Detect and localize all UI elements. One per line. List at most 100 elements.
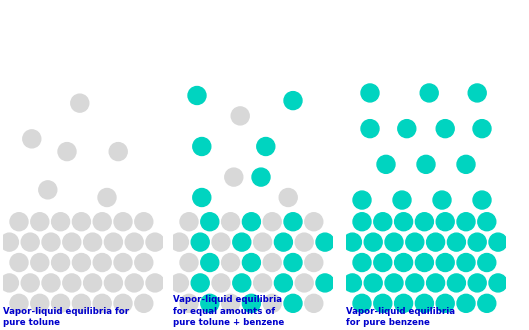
- Ellipse shape: [135, 213, 153, 231]
- Ellipse shape: [52, 294, 70, 312]
- Ellipse shape: [263, 213, 281, 231]
- Ellipse shape: [23, 130, 41, 148]
- Ellipse shape: [316, 274, 334, 292]
- Ellipse shape: [275, 274, 293, 292]
- Ellipse shape: [353, 213, 371, 231]
- Ellipse shape: [31, 253, 49, 272]
- Ellipse shape: [212, 233, 230, 251]
- Ellipse shape: [125, 274, 143, 292]
- Ellipse shape: [191, 274, 209, 292]
- Ellipse shape: [374, 253, 392, 272]
- Ellipse shape: [420, 84, 438, 102]
- Ellipse shape: [395, 294, 413, 312]
- Ellipse shape: [233, 274, 251, 292]
- Ellipse shape: [21, 274, 39, 292]
- Ellipse shape: [263, 253, 281, 272]
- Ellipse shape: [93, 294, 111, 312]
- Ellipse shape: [489, 274, 507, 292]
- Ellipse shape: [222, 294, 240, 312]
- Ellipse shape: [374, 294, 392, 312]
- Ellipse shape: [191, 233, 209, 251]
- Ellipse shape: [426, 274, 444, 292]
- Ellipse shape: [374, 213, 392, 231]
- Ellipse shape: [72, 213, 90, 231]
- Ellipse shape: [21, 233, 39, 251]
- Ellipse shape: [457, 155, 475, 173]
- Ellipse shape: [135, 294, 153, 312]
- Ellipse shape: [135, 253, 153, 272]
- Ellipse shape: [436, 120, 454, 138]
- Ellipse shape: [98, 188, 116, 207]
- Ellipse shape: [364, 274, 382, 292]
- Ellipse shape: [180, 294, 198, 312]
- Ellipse shape: [316, 233, 334, 251]
- Ellipse shape: [180, 253, 198, 272]
- Ellipse shape: [448, 274, 466, 292]
- Ellipse shape: [473, 191, 491, 209]
- Text: Vapor-liquid equilibria for
pure tolune: Vapor-liquid equilibria for pure tolune: [3, 307, 129, 327]
- Ellipse shape: [222, 253, 240, 272]
- Ellipse shape: [457, 213, 475, 231]
- Ellipse shape: [104, 233, 122, 251]
- Ellipse shape: [284, 213, 302, 231]
- Ellipse shape: [406, 233, 424, 251]
- Ellipse shape: [393, 191, 411, 209]
- Ellipse shape: [114, 253, 132, 272]
- Ellipse shape: [275, 233, 293, 251]
- Ellipse shape: [63, 274, 81, 292]
- Ellipse shape: [170, 233, 188, 251]
- Ellipse shape: [406, 274, 424, 292]
- Ellipse shape: [201, 213, 219, 231]
- Ellipse shape: [10, 253, 28, 272]
- Ellipse shape: [180, 213, 198, 231]
- Ellipse shape: [478, 253, 496, 272]
- Ellipse shape: [433, 191, 451, 209]
- Ellipse shape: [415, 213, 433, 231]
- Text: Vapor-liquid equilibria
for pure benzene: Vapor-liquid equilibria for pure benzene: [346, 307, 455, 327]
- Ellipse shape: [284, 92, 302, 110]
- Ellipse shape: [225, 168, 243, 186]
- Ellipse shape: [417, 155, 435, 173]
- Ellipse shape: [478, 294, 496, 312]
- Ellipse shape: [233, 233, 251, 251]
- Ellipse shape: [353, 294, 371, 312]
- Ellipse shape: [201, 294, 219, 312]
- Ellipse shape: [84, 233, 102, 251]
- Ellipse shape: [242, 253, 260, 272]
- Ellipse shape: [343, 233, 361, 251]
- Ellipse shape: [114, 213, 132, 231]
- Ellipse shape: [71, 94, 89, 112]
- Ellipse shape: [295, 274, 313, 292]
- Ellipse shape: [242, 294, 260, 312]
- Ellipse shape: [31, 213, 49, 231]
- Ellipse shape: [170, 274, 188, 292]
- Ellipse shape: [146, 233, 164, 251]
- Ellipse shape: [253, 274, 271, 292]
- Ellipse shape: [63, 233, 81, 251]
- Ellipse shape: [188, 86, 206, 105]
- Ellipse shape: [279, 188, 297, 207]
- Ellipse shape: [305, 213, 323, 231]
- Ellipse shape: [84, 274, 102, 292]
- Ellipse shape: [385, 233, 403, 251]
- Ellipse shape: [72, 294, 90, 312]
- Ellipse shape: [436, 294, 454, 312]
- Ellipse shape: [125, 233, 143, 251]
- Ellipse shape: [295, 233, 313, 251]
- Ellipse shape: [284, 294, 302, 312]
- Ellipse shape: [231, 107, 249, 125]
- Ellipse shape: [377, 155, 395, 173]
- Ellipse shape: [10, 213, 28, 231]
- Ellipse shape: [39, 181, 57, 199]
- Ellipse shape: [252, 168, 270, 186]
- Ellipse shape: [385, 274, 403, 292]
- Ellipse shape: [193, 138, 211, 155]
- Ellipse shape: [109, 143, 127, 161]
- Ellipse shape: [114, 294, 132, 312]
- Ellipse shape: [42, 274, 60, 292]
- Ellipse shape: [361, 84, 379, 102]
- Ellipse shape: [193, 188, 211, 207]
- Ellipse shape: [42, 233, 60, 251]
- Ellipse shape: [31, 294, 49, 312]
- Ellipse shape: [353, 191, 371, 209]
